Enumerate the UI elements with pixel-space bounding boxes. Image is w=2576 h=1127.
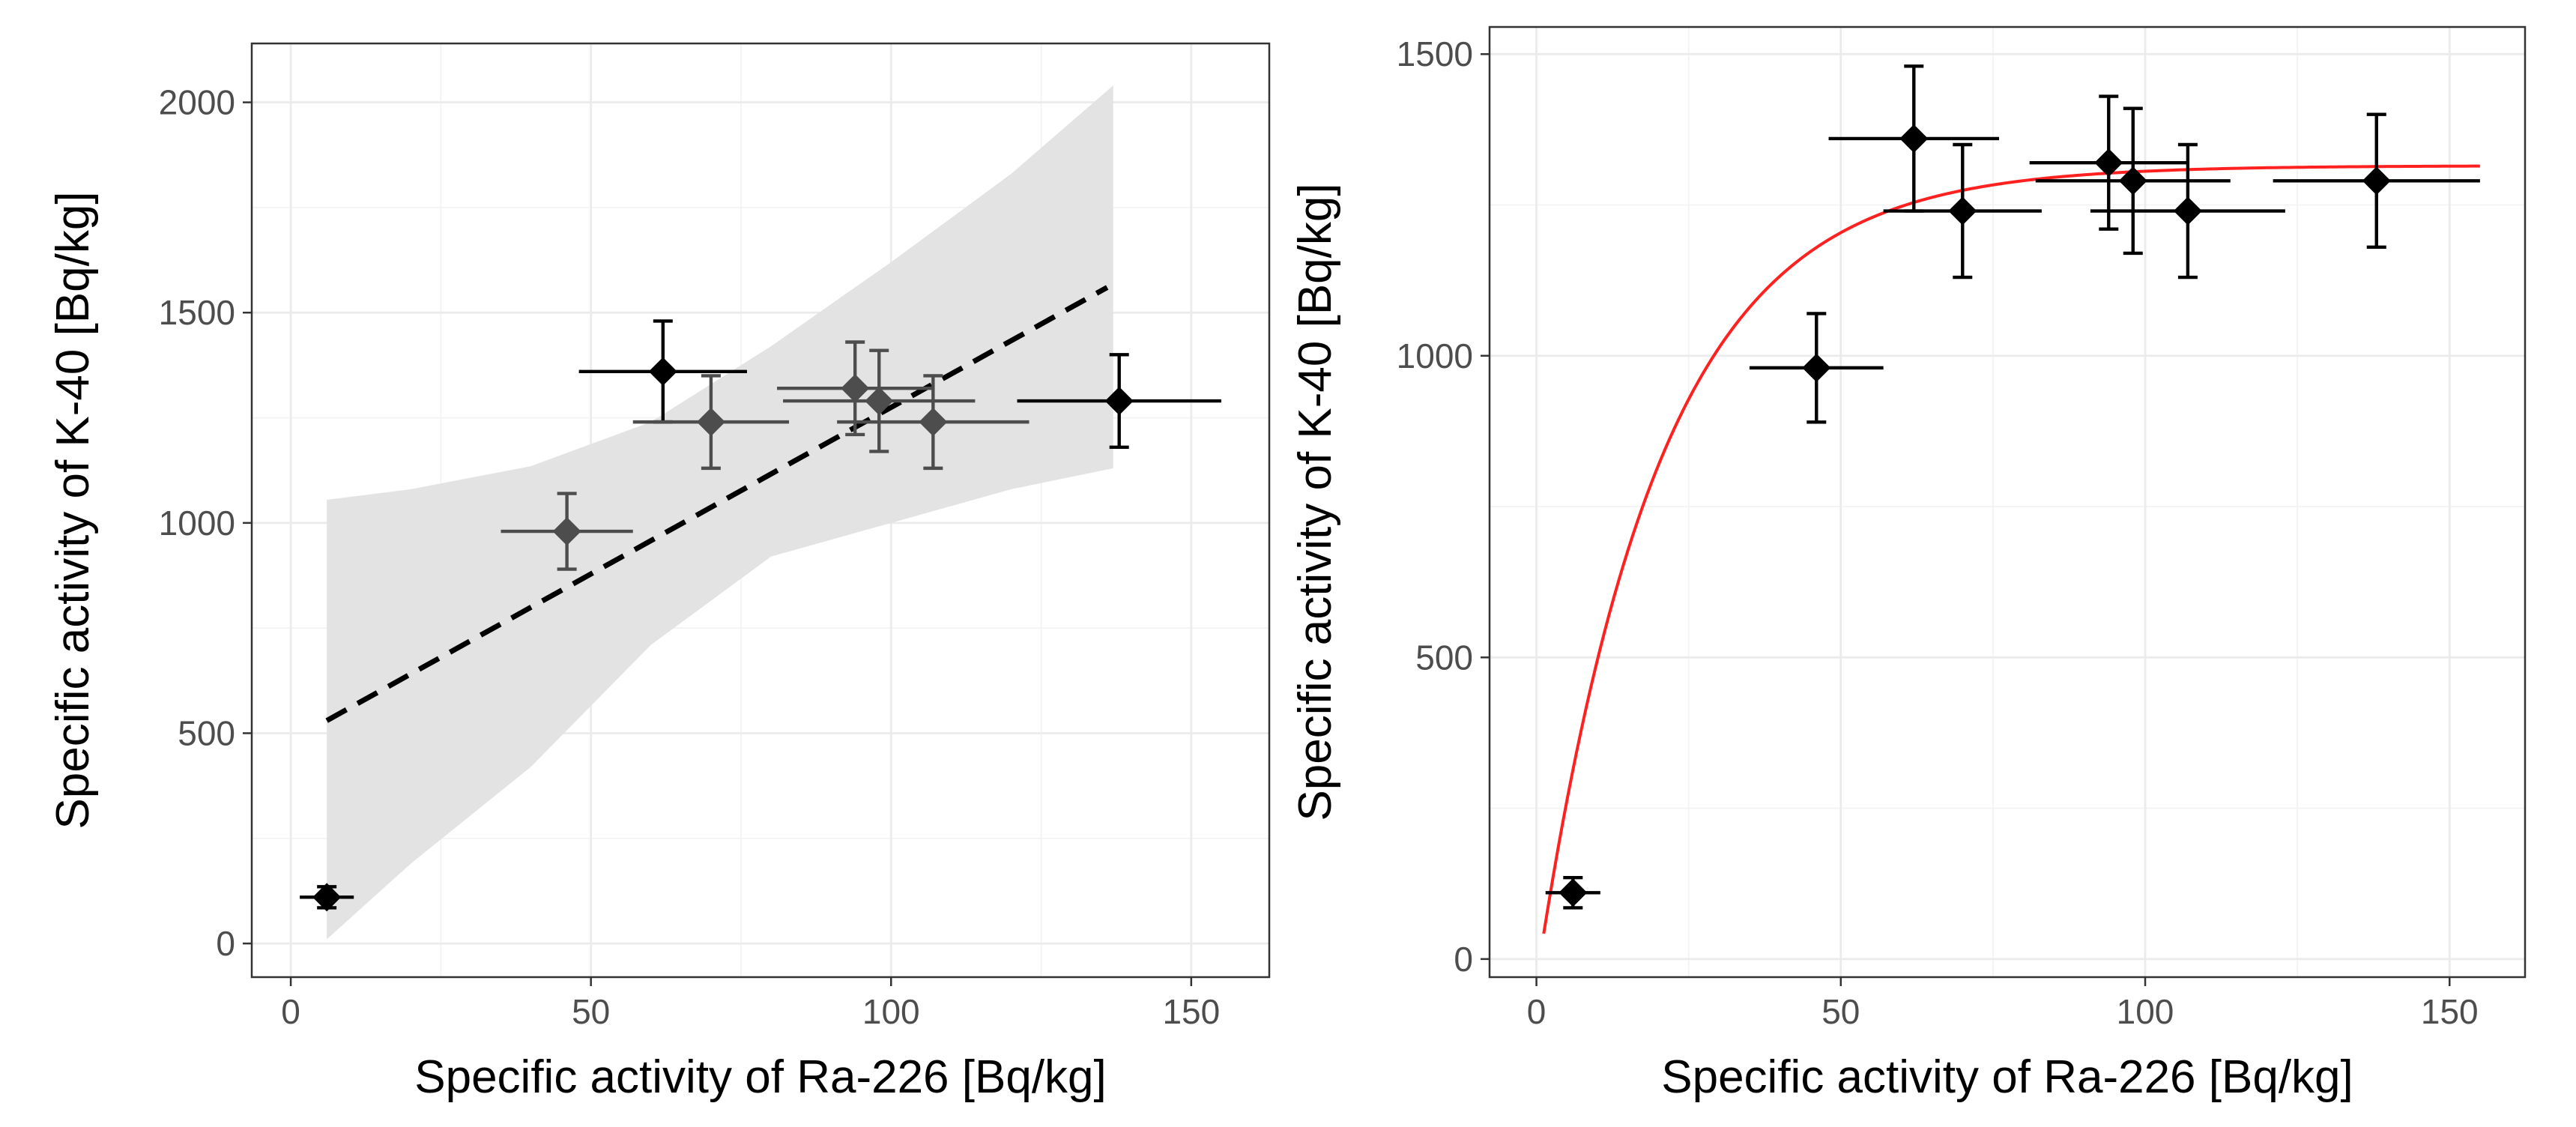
y-tick-label: 1500: [159, 293, 235, 332]
diamond-marker: [1948, 196, 1977, 226]
diamond-marker: [552, 517, 581, 546]
diamond-marker: [2094, 148, 2123, 178]
y-axis-title: Specific activity of K-40 [Bq/kg]: [1289, 183, 1341, 821]
y-tick-label: 1000: [1397, 336, 1473, 375]
x-axis-title: Specific activity of Ra-226 [Bq/kg]: [414, 1051, 1107, 1103]
diamond-marker: [312, 883, 342, 912]
y-tick-label: 1000: [159, 504, 235, 543]
data-point: [2035, 106, 2231, 256]
x-tick-label: 150: [1162, 992, 1220, 1031]
y-tick-label: 500: [178, 713, 235, 752]
diamond-marker: [841, 374, 870, 403]
diamond-marker: [1558, 878, 1588, 907]
diamond-marker: [648, 357, 677, 386]
gridlines: [1490, 27, 2525, 977]
data-point: [2090, 142, 2285, 280]
data-point: [578, 319, 747, 424]
y-tick-label: 2000: [159, 83, 235, 122]
data-point: [501, 492, 633, 571]
x-tick-label: 0: [281, 992, 300, 1031]
y-tick-label: 0: [1454, 940, 1473, 979]
plot-area: [300, 85, 1221, 940]
x-tick-label: 100: [2117, 992, 2174, 1031]
diamond-marker: [2118, 166, 2147, 196]
data-point: [783, 348, 976, 453]
diamond-marker: [919, 408, 948, 437]
data-point: [1749, 312, 1884, 424]
panel-border: [250, 42, 1271, 979]
diamond-marker: [1104, 387, 1134, 416]
x-tick-label: 50: [1821, 992, 1860, 1031]
data-point: [2273, 112, 2480, 250]
x-tick-label: 150: [2421, 992, 2479, 1031]
y-tick-label: 1500: [1397, 34, 1473, 73]
data-point: [300, 883, 354, 912]
x-tick-label: 50: [572, 992, 610, 1031]
x-tick-label: 100: [862, 992, 920, 1031]
y-tick-label: 500: [1415, 638, 1473, 677]
diamond-marker: [1802, 353, 1831, 382]
data-point: [2029, 94, 2188, 231]
plot-area: [1542, 64, 2480, 934]
fit-curve: [1542, 164, 2480, 934]
data-point: [1883, 142, 2042, 280]
panel-border: [1488, 25, 2527, 979]
data-point: [1545, 875, 1600, 910]
data-point: [837, 374, 1030, 471]
regression-line: [325, 285, 1109, 723]
diamond-marker: [2362, 166, 2391, 196]
data-point: [777, 340, 934, 437]
y-axis-title: Specific activity of K-40 [Bq/kg]: [47, 191, 99, 829]
diamond-marker: [865, 387, 894, 416]
diamond-marker: [696, 408, 725, 437]
confidence-band: [327, 85, 1113, 940]
diamond-marker: [2173, 196, 2202, 226]
y-tick-label: 0: [216, 924, 235, 963]
data-point: [1017, 353, 1221, 450]
data-point: [632, 374, 790, 471]
diamond-marker: [1899, 124, 1929, 153]
x-tick-label: 0: [1527, 992, 1546, 1031]
x-axis-title: Specific activity of Ra-226 [Bq/kg]: [1661, 1051, 2353, 1103]
